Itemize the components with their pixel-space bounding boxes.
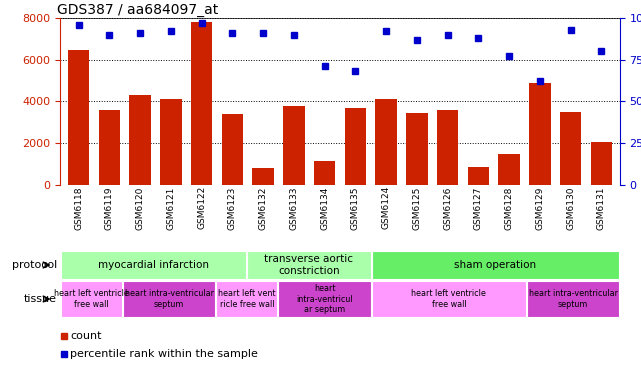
Bar: [160, 99, 181, 185]
Text: heart intra-ventricular
septum: heart intra-ventricular septum: [529, 289, 618, 309]
Bar: [68, 50, 90, 185]
Text: GDS387 / aa684097_at: GDS387 / aa684097_at: [58, 3, 219, 17]
Bar: [499, 154, 520, 185]
Bar: [590, 142, 612, 185]
Bar: [372, 251, 619, 279]
Bar: [99, 110, 121, 185]
Bar: [345, 108, 366, 185]
Text: count: count: [71, 331, 102, 341]
Text: protocol: protocol: [12, 260, 57, 270]
Bar: [191, 22, 212, 185]
Bar: [61, 251, 246, 279]
Text: transverse aortic
constriction: transverse aortic constriction: [265, 254, 353, 276]
Text: heart intra-ventricular
septum: heart intra-ventricular septum: [124, 289, 213, 309]
Bar: [468, 167, 489, 185]
Text: myocardial infarction: myocardial infarction: [98, 260, 209, 270]
Bar: [247, 251, 370, 279]
Bar: [129, 95, 151, 185]
Bar: [278, 281, 370, 317]
Bar: [253, 168, 274, 185]
Text: heart left ventricle
free wall: heart left ventricle free wall: [412, 289, 487, 309]
Bar: [406, 113, 428, 185]
Bar: [529, 83, 551, 185]
Text: heart left ventricle
free wall: heart left ventricle free wall: [54, 289, 129, 309]
Bar: [283, 105, 304, 185]
Bar: [372, 281, 526, 317]
Bar: [560, 112, 581, 185]
Bar: [437, 110, 458, 185]
Text: tissue: tissue: [24, 294, 57, 304]
Bar: [216, 281, 278, 317]
Bar: [61, 281, 122, 317]
Text: sham operation: sham operation: [454, 260, 537, 270]
Text: percentile rank within the sample: percentile rank within the sample: [71, 349, 258, 359]
Text: heart
intra-ventricul
ar septum: heart intra-ventricul ar septum: [296, 284, 353, 314]
Bar: [123, 281, 215, 317]
Text: heart left vent
ricle free wall: heart left vent ricle free wall: [218, 289, 276, 309]
Bar: [222, 114, 243, 185]
Bar: [376, 99, 397, 185]
Bar: [527, 281, 619, 317]
Bar: [314, 161, 335, 185]
